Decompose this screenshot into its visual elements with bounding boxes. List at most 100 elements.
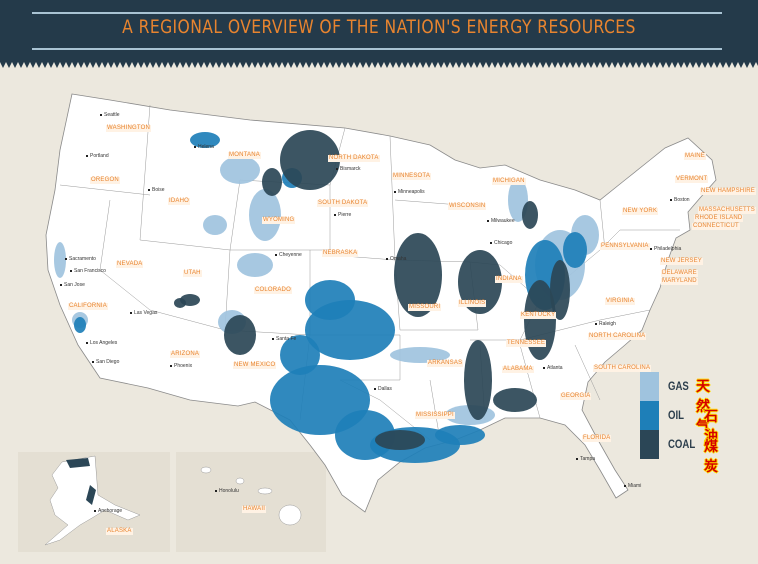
city-label-phoenix: Phoenix (170, 363, 192, 369)
city-label-boston: Boston (670, 197, 690, 203)
coal-deposit (493, 388, 537, 412)
legend-label-coal: COAL (668, 437, 696, 451)
legend-translation-coal: 煤炭 (704, 438, 718, 474)
coal-deposit (522, 201, 538, 229)
city-label-las-vegas: Las Vegas (130, 310, 157, 316)
city-label-san-francisco: San Francisco (70, 268, 106, 274)
state-label-mississippi: MISSISSIPPI (415, 412, 455, 419)
legend-label-gas: GAS (668, 379, 689, 393)
state-label-delaware: DELAWARE (661, 270, 698, 277)
city-label-atlanta: Atlanta (543, 365, 563, 371)
legend-swatch-gas (640, 372, 659, 401)
city-label-omaha: Omaha (386, 256, 406, 262)
state-label-maryland: MARYLAND (661, 278, 698, 285)
legend-label-oil: OIL (668, 408, 684, 422)
city-label-sacramento: Sacramento (65, 256, 96, 262)
state-label-rhode-island: RHODE ISLAND (694, 215, 744, 222)
state-label-illinois: ILLINOIS (458, 300, 487, 307)
state-label-indiana: INDIANA (495, 276, 523, 283)
title-banner: A REGIONAL OVERVIEW OF THE NATION'S ENER… (0, 0, 758, 62)
state-label-arizona: ARIZONA (170, 351, 201, 358)
coal-deposit (262, 168, 282, 196)
legend-swatch-coal (640, 430, 659, 459)
state-label-new-hampshire: NEW HAMPSHIRE (700, 188, 756, 195)
state-label-north-carolina: NORTH CAROLINA (588, 333, 647, 340)
oil-deposit (280, 335, 320, 375)
gas-deposit (54, 242, 66, 278)
state-label-idaho: IDAHO (168, 198, 191, 205)
state-label-michigan: MICHIGAN (492, 178, 526, 185)
gas-deposit (220, 156, 260, 184)
state-label-utah: UTAH (183, 270, 202, 277)
city-label-seattle: Seattle (100, 112, 120, 118)
banner-zigzag-edge (0, 62, 758, 68)
state-label-minnesota: MINNESOTA (392, 173, 432, 180)
resource-deposits (54, 130, 599, 463)
page-title: A REGIONAL OVERVIEW OF THE NATION'S ENER… (122, 16, 636, 38)
coal-deposit (224, 315, 256, 355)
gas-deposit (203, 215, 227, 235)
oil-deposit (74, 317, 86, 333)
state-label-new-jersey: NEW JERSEY (660, 258, 704, 265)
state-label-alabama: ALABAMA (502, 366, 534, 373)
city-label-raleigh: Raleigh (595, 321, 616, 327)
state-label-vermont: VERMONT (675, 176, 709, 183)
city-label-pierre: Pierre (334, 212, 351, 218)
state-label-hawaii: HAWAII (242, 506, 267, 513)
state-label-oregon: OREGON (90, 177, 120, 184)
legend-swatch-oil (640, 401, 659, 430)
coal-deposit (280, 130, 340, 190)
state-label-georgia: GEORGIA (560, 393, 592, 400)
city-label-anchorage: Anchorage (94, 508, 122, 514)
state-label-arkansas: ARKANSAS (427, 360, 464, 367)
coal-deposit (458, 250, 502, 314)
state-label-alaska: ALASKA (106, 528, 133, 535)
state-label-south-dakota: SOUTH DAKOTA (317, 200, 369, 207)
state-label-wisconsin: WISCONSIN (448, 203, 487, 210)
state-label-tennessee: TENNESSEE (506, 340, 547, 347)
hawaii-inset (176, 452, 326, 552)
city-label-tampa: Tampa (576, 456, 595, 462)
city-label-boise: Boise (148, 187, 165, 193)
legend-translation-gas: 天然气 (696, 378, 710, 434)
state-label-kentucky: KENTUCKY (520, 312, 557, 319)
state-label-new-york: NEW YORK (622, 208, 659, 215)
oil-deposit (563, 232, 587, 268)
city-label-chicago: Chicago (490, 240, 512, 246)
city-label-santa-fe: Santa Fe (272, 336, 296, 342)
banner-rule-top (32, 12, 722, 14)
state-label-maine: MAINE (684, 153, 707, 160)
city-label-dallas: Dallas (374, 386, 392, 392)
city-label-minneapolis: Minneapolis (394, 189, 425, 195)
city-label-philadelphia: Philadelphia (650, 246, 681, 252)
legend-translation-oil: 石油 (704, 408, 718, 444)
state-label-montana: MONTANA (228, 152, 261, 159)
gas-deposit (237, 253, 273, 277)
hawaii-islands (200, 466, 302, 526)
state-label-nevada: NEVADA (116, 261, 144, 268)
state-label-south-carolina: SOUTH CAROLINA (593, 365, 652, 372)
gas-deposit (390, 347, 450, 363)
oil-deposit (305, 280, 355, 320)
alaska-coal (66, 458, 96, 505)
state-label-massachusetts: MASSACHUSETTS (698, 207, 756, 214)
gas-deposit (249, 189, 281, 241)
city-label-helena: Helena (194, 144, 214, 150)
city-label-milwaukee: Milwaukee (487, 218, 515, 224)
coal-deposit (174, 298, 186, 308)
city-label-los-angeles: Los Angeles (86, 340, 117, 346)
state-label-washington: WASHINGTON (106, 125, 152, 132)
city-label-portland: Portland (86, 153, 109, 159)
contiguous-us-outline (45, 93, 717, 513)
city-label-honolulu: Honolulu (215, 488, 239, 494)
city-label-bismarck: Bismarck (336, 166, 361, 172)
state-label-nebraska: NEBRASKA (322, 250, 359, 257)
state-label-connecticut: CONNECTICUT (692, 223, 740, 230)
state-label-missouri: MISSOURI (408, 304, 442, 311)
state-label-north-dakota: NORTH DAKOTA (328, 155, 380, 162)
coal-deposit (375, 430, 425, 450)
oil-deposit (435, 425, 485, 445)
state-label-wyoming: WYOMING (262, 217, 296, 224)
state-label-california: CALIFORNIA (68, 303, 109, 310)
